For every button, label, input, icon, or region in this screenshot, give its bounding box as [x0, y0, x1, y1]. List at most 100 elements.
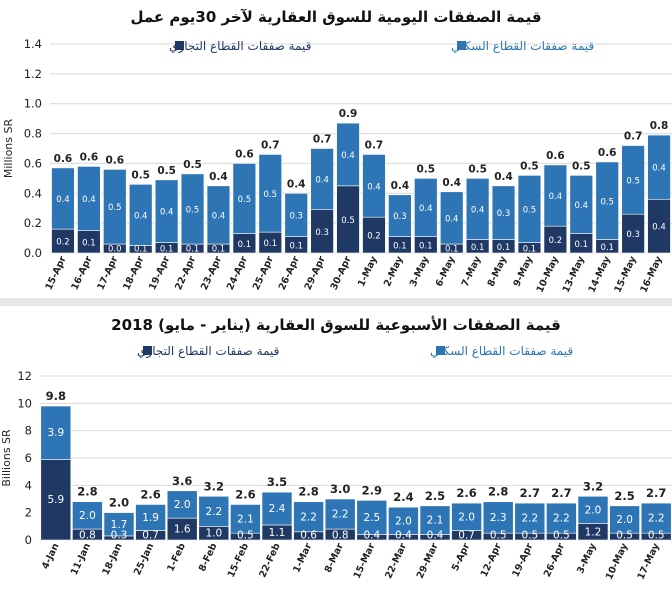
weekly-commercial-value-label: 0.5 — [553, 530, 570, 542]
daily-total-value-label: 0.5 — [572, 160, 591, 172]
daily-residential-value-label: 0.4 — [549, 192, 563, 202]
daily-total-value-label: 0.4 — [442, 177, 461, 189]
daily-total-value-label: 0.5 — [416, 163, 435, 175]
daily-total-value-label: 0.6 — [546, 150, 565, 162]
daily-commercial-value-label: 0.1 — [523, 245, 537, 255]
weekly-y-tick-label: 8 — [25, 424, 32, 438]
daily-bar-residential — [388, 194, 412, 237]
weekly-y-tick-label: 12 — [17, 369, 32, 383]
daily-bar-residential — [206, 185, 231, 245]
daily-commercial-value-label: 0.1 — [600, 243, 614, 253]
daily-total-value-label: 0.9 — [339, 108, 358, 120]
daily-residential-value-label: 0.3 — [497, 209, 511, 219]
daily-residential-value-label: 0.4 — [315, 176, 329, 186]
weekly-total-value-label: 3.2 — [583, 479, 603, 493]
daily-residential-value-label: 0.5 — [186, 205, 200, 215]
daily-total-value-label: 0.5 — [468, 163, 487, 175]
weekly-residential-value-label: 2.2 — [300, 511, 317, 523]
weekly-residential-value-label: 2.0 — [174, 499, 191, 511]
daily-residential-value-label: 0.3 — [393, 212, 407, 222]
daily-y-tick-label: 1.2 — [24, 67, 42, 81]
daily-bar-residential — [232, 163, 257, 234]
weekly-total-value-label: 3.5 — [267, 475, 287, 489]
weekly-residential-value-label: 2.0 — [395, 515, 412, 527]
weekly-residential-value-label: 2.1 — [427, 515, 444, 527]
daily-bar-residential — [258, 154, 282, 233]
weekly-commercial-value-label: 0.5 — [648, 530, 665, 542]
weekly-commercial-value-label: 1.0 — [205, 528, 222, 540]
weekly-total-value-label: 2.5 — [614, 489, 634, 503]
weekly-chart-title: قيمة الصفقات الأسبوعية للسوق العقارية (ي… — [111, 316, 561, 334]
daily-total-value-label: 0.8 — [650, 120, 669, 132]
weekly-x-tick-label: 26-Apr — [542, 541, 567, 579]
weekly-commercial-value-label: 0.6 — [300, 530, 317, 542]
daily-legend-swatch-residential — [457, 41, 466, 50]
weekly-y-tick-label: 2 — [25, 506, 32, 520]
weekly-y-tick-label: 4 — [25, 478, 32, 492]
daily-total-value-label: 0.7 — [624, 131, 643, 143]
daily-bar-residential — [491, 185, 516, 240]
weekly-y-tick-label: 10 — [17, 396, 32, 410]
daily-bar-residential — [414, 178, 438, 237]
daily-commercial-value-label: 0.1 — [497, 243, 511, 253]
daily-commercial-value-label: 0.1 — [471, 243, 485, 253]
daily-commercial-value-label: 0.1 — [393, 241, 407, 251]
daily-y-tick-label: 0.2 — [24, 216, 42, 230]
weekly-x-tick-label: 25-Jan — [132, 541, 156, 577]
weekly-x-tick-label: 8-Mar — [323, 541, 346, 574]
daily-x-tick-label: 16-May — [638, 254, 665, 295]
daily-residential-value-label: 0.4 — [367, 182, 381, 192]
daily-residential-value-label: 0.4 — [160, 208, 174, 218]
weekly-x-tick-label: 18-Jan — [100, 541, 124, 577]
daily-y-tick-label: 0.4 — [24, 186, 42, 200]
daily-residential-value-label: 0.4 — [341, 151, 355, 161]
weekly-commercial-value-label: 0.4 — [363, 530, 380, 542]
daily-residential-value-label: 0.4 — [471, 205, 485, 215]
daily-total-value-label: 0.6 — [598, 147, 617, 159]
weekly-legend-swatch-residential — [436, 346, 445, 355]
daily-bar-residential — [595, 161, 619, 240]
daily-total-value-label: 0.6 — [235, 148, 254, 160]
weekly-commercial-value-label: 1.2 — [585, 526, 602, 538]
daily-y-tick-label: 0.8 — [24, 127, 42, 141]
weekly-total-value-label: 9.8 — [46, 389, 66, 403]
weekly-x-tick-label: 22-Feb — [257, 541, 282, 579]
daily-commercial-value-label: 0.2 — [56, 238, 70, 248]
weekly-bar-residential — [324, 498, 356, 530]
weekly-residential-value-label: 2.4 — [269, 503, 286, 515]
weekly-x-tick-label: 8-Feb — [197, 541, 220, 573]
daily-x-tick-label: 7-May — [460, 254, 484, 289]
weekly-bar-residential — [514, 502, 546, 534]
daily-x-tick-label: 26-Apr — [277, 254, 302, 292]
weekly-residential-value-label: 3.9 — [47, 427, 64, 439]
daily-bar-residential — [517, 175, 542, 243]
daily-commercial-value-label: 0.1 — [186, 245, 200, 255]
weekly-residential-value-label: 1.7 — [111, 519, 128, 531]
daily-x-tick-label: 14-May — [587, 254, 614, 295]
weekly-total-value-label: 3.2 — [204, 479, 224, 493]
daily-y-axis-label: Millions SR — [2, 119, 15, 179]
daily-residential-value-label: 0.4 — [652, 164, 666, 174]
weekly-residential-value-label: 2.0 — [458, 511, 475, 523]
daily-legend-label-commercial: قيمة صفقات القطاع التجاري — [169, 39, 311, 54]
daily-residential-value-label: 0.5 — [600, 197, 614, 207]
daily-residential-value-label: 0.3 — [289, 211, 303, 221]
daily-commercial-value-label: 0.1 — [289, 241, 303, 251]
daily-total-value-label: 0.7 — [313, 134, 332, 146]
daily-bar-residential — [310, 148, 334, 211]
daily-residential-value-label: 0.4 — [134, 211, 148, 221]
weekly-legend-swatch-commercial — [143, 346, 152, 355]
weekly-bar-residential — [166, 490, 198, 519]
weekly-x-tick-label: 15-Feb — [226, 541, 251, 579]
weekly-x-tick-label: 1-Mar — [291, 541, 314, 574]
daily-total-value-label: 0.5 — [157, 165, 176, 177]
daily-transactions-chart: قيمة الصفقات اليومية للسوق العقارية لآخر… — [2, 8, 672, 295]
weekly-x-tick-label: 19-Apr — [510, 541, 535, 579]
daily-commercial-value-label: 0.3 — [626, 230, 640, 240]
daily-commercial-value-label: 0.2 — [549, 236, 563, 246]
daily-residential-value-label: 0.4 — [445, 214, 459, 224]
daily-x-tick-label: 17-Apr — [95, 254, 120, 292]
daily-x-tick-label: 25-Apr — [251, 254, 276, 292]
weekly-residential-value-label: 2.0 — [79, 510, 96, 522]
daily-commercial-value-label: 0.3 — [315, 228, 329, 238]
